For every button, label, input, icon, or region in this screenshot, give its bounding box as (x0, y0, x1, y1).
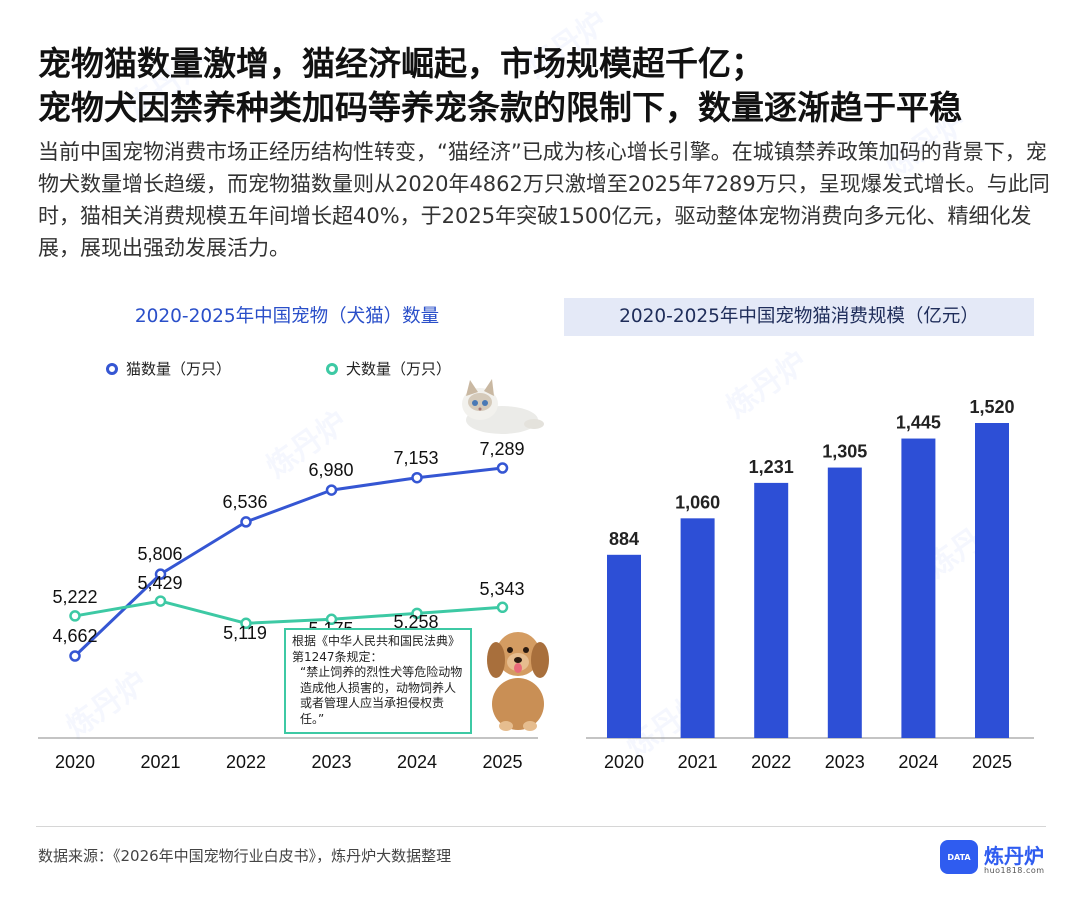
bar (827, 467, 862, 738)
legend-cat-label: 猫数量（万只） (126, 360, 232, 378)
bar (754, 482, 789, 738)
brand-logo-text: DATA (947, 852, 971, 862)
dog-line-point (325, 613, 338, 626)
dog-illustration (487, 632, 549, 731)
cat-line-point (325, 484, 338, 496)
law-note-box: 根据《中华人民共和国民法典》 第1247条规定： “禁止饲养的烈性犬等危险动物造… (284, 628, 472, 734)
dog-line-point (69, 610, 81, 622)
bar-chart-x-tick: 2023 (825, 752, 865, 772)
cat-line-point (411, 471, 423, 484)
bar-data-label: 1,231 (749, 457, 794, 477)
bar-data-label: 1,060 (675, 492, 720, 512)
law-note-line-1: 根据《中华人民共和国民法典》 (292, 634, 461, 648)
cat-data-label: 4,662 (52, 626, 97, 646)
page-title: 宠物猫数量激增，猫经济崛起，市场规模超千亿； 宠物犬因禁养种类加码等养宠条款的限… (38, 42, 1048, 130)
dog-line-point (154, 595, 167, 607)
line-chart-title: 2020-2025年中国宠物（犬猫）数量 (134, 306, 440, 327)
law-note-quote: “禁止饲养的烈性犬等危险动物造成他人损害的，动物饲养人或者管理人应当承担侵权责任… (300, 665, 463, 726)
dog-data-label: 5,258 (393, 612, 438, 632)
cat-data-label: 5,806 (137, 544, 182, 564)
bar (901, 438, 936, 738)
brand-logo-icon: DATA (940, 840, 978, 874)
law-note-line-2: 第1247条规定： (292, 649, 383, 664)
bar-chart-title: 2020-2025年中国宠物猫消费规模（亿元） (564, 298, 1034, 336)
bar-chart-x-tick: 2024 (898, 752, 938, 772)
cat-legend-marker (106, 362, 118, 375)
dog-data-label: 5,343 (479, 579, 524, 599)
dog-line-point (496, 601, 509, 614)
legend-cat: 猫数量（万只） (106, 358, 231, 379)
bar-data-label: 1,445 (896, 413, 941, 433)
bar-data-label: 1,305 (822, 442, 867, 462)
cat-line-point (496, 462, 509, 474)
bar-chart-x-tick: 2022 (751, 752, 791, 772)
legend-dog: 犬数量（万只） (326, 358, 451, 379)
line-chart-x-tick: 2022 (226, 752, 266, 772)
dog-line-point (240, 617, 252, 630)
line-chart-x-tick: 2023 (311, 752, 351, 772)
cat-data-label: 7,289 (479, 439, 524, 459)
bar-data-label: 1,520 (969, 397, 1014, 417)
cat-data-label: 7,153 (393, 448, 438, 468)
dog-line (74, 599, 503, 625)
intro-paragraph: 当前中国宠物消费市场正经历结构性转变，“猫经济”已成为核心增长引擎。在城镇禁养政… (38, 140, 1050, 260)
dog-data-label: 5,222 (52, 587, 97, 607)
bar-chart-x-tick: 2025 (972, 752, 1012, 772)
line-chart-x-tick: 2024 (397, 752, 437, 772)
cat-illustration (462, 379, 544, 434)
cat-line-point (154, 568, 167, 580)
cat-data-label: 6,980 (308, 460, 353, 480)
bar-chart-x-tick: 2020 (604, 752, 644, 772)
data-source: 数据来源：《2026年中国宠物行业白皮书》，炼丹炉大数据整理 (38, 847, 452, 865)
cat-line-point (240, 516, 252, 528)
brand-name: 炼丹炉 (984, 844, 1044, 868)
bar-chart-x-tick: 2021 (678, 752, 718, 772)
bar (975, 423, 1009, 738)
dog-legend-marker (326, 362, 338, 375)
cat-line-point (69, 650, 81, 662)
line-chart-x-tick: 2025 (482, 752, 522, 772)
dog-line-point (411, 607, 423, 620)
line-chart-x-tick: 2021 (140, 752, 180, 772)
cat-line (73, 466, 503, 658)
brand-url: huo1818.com (984, 866, 1045, 875)
dog-data-label: 5,119 (223, 623, 267, 643)
dog-data-label: 5,429 (137, 573, 182, 593)
legend-dog-label: 犬数量（万只） (346, 360, 452, 378)
bar (607, 554, 641, 738)
line-chart-x-tick: 2020 (55, 752, 95, 772)
cat-data-label: 6,536 (222, 492, 267, 512)
title-line-2: 宠物犬因禁养种类加码等养宠条款的限制下，数量逐渐趋于平稳 (38, 88, 962, 127)
bar (680, 518, 715, 738)
brand-logo: DATA 炼丹炉 huo1818.com (940, 840, 1052, 880)
bar-data-label: 884 (609, 529, 639, 549)
footer-divider (36, 826, 1046, 827)
title-line-1: 宠物猫数量激增，猫经济崛起，市场规模超千亿； (38, 44, 764, 83)
